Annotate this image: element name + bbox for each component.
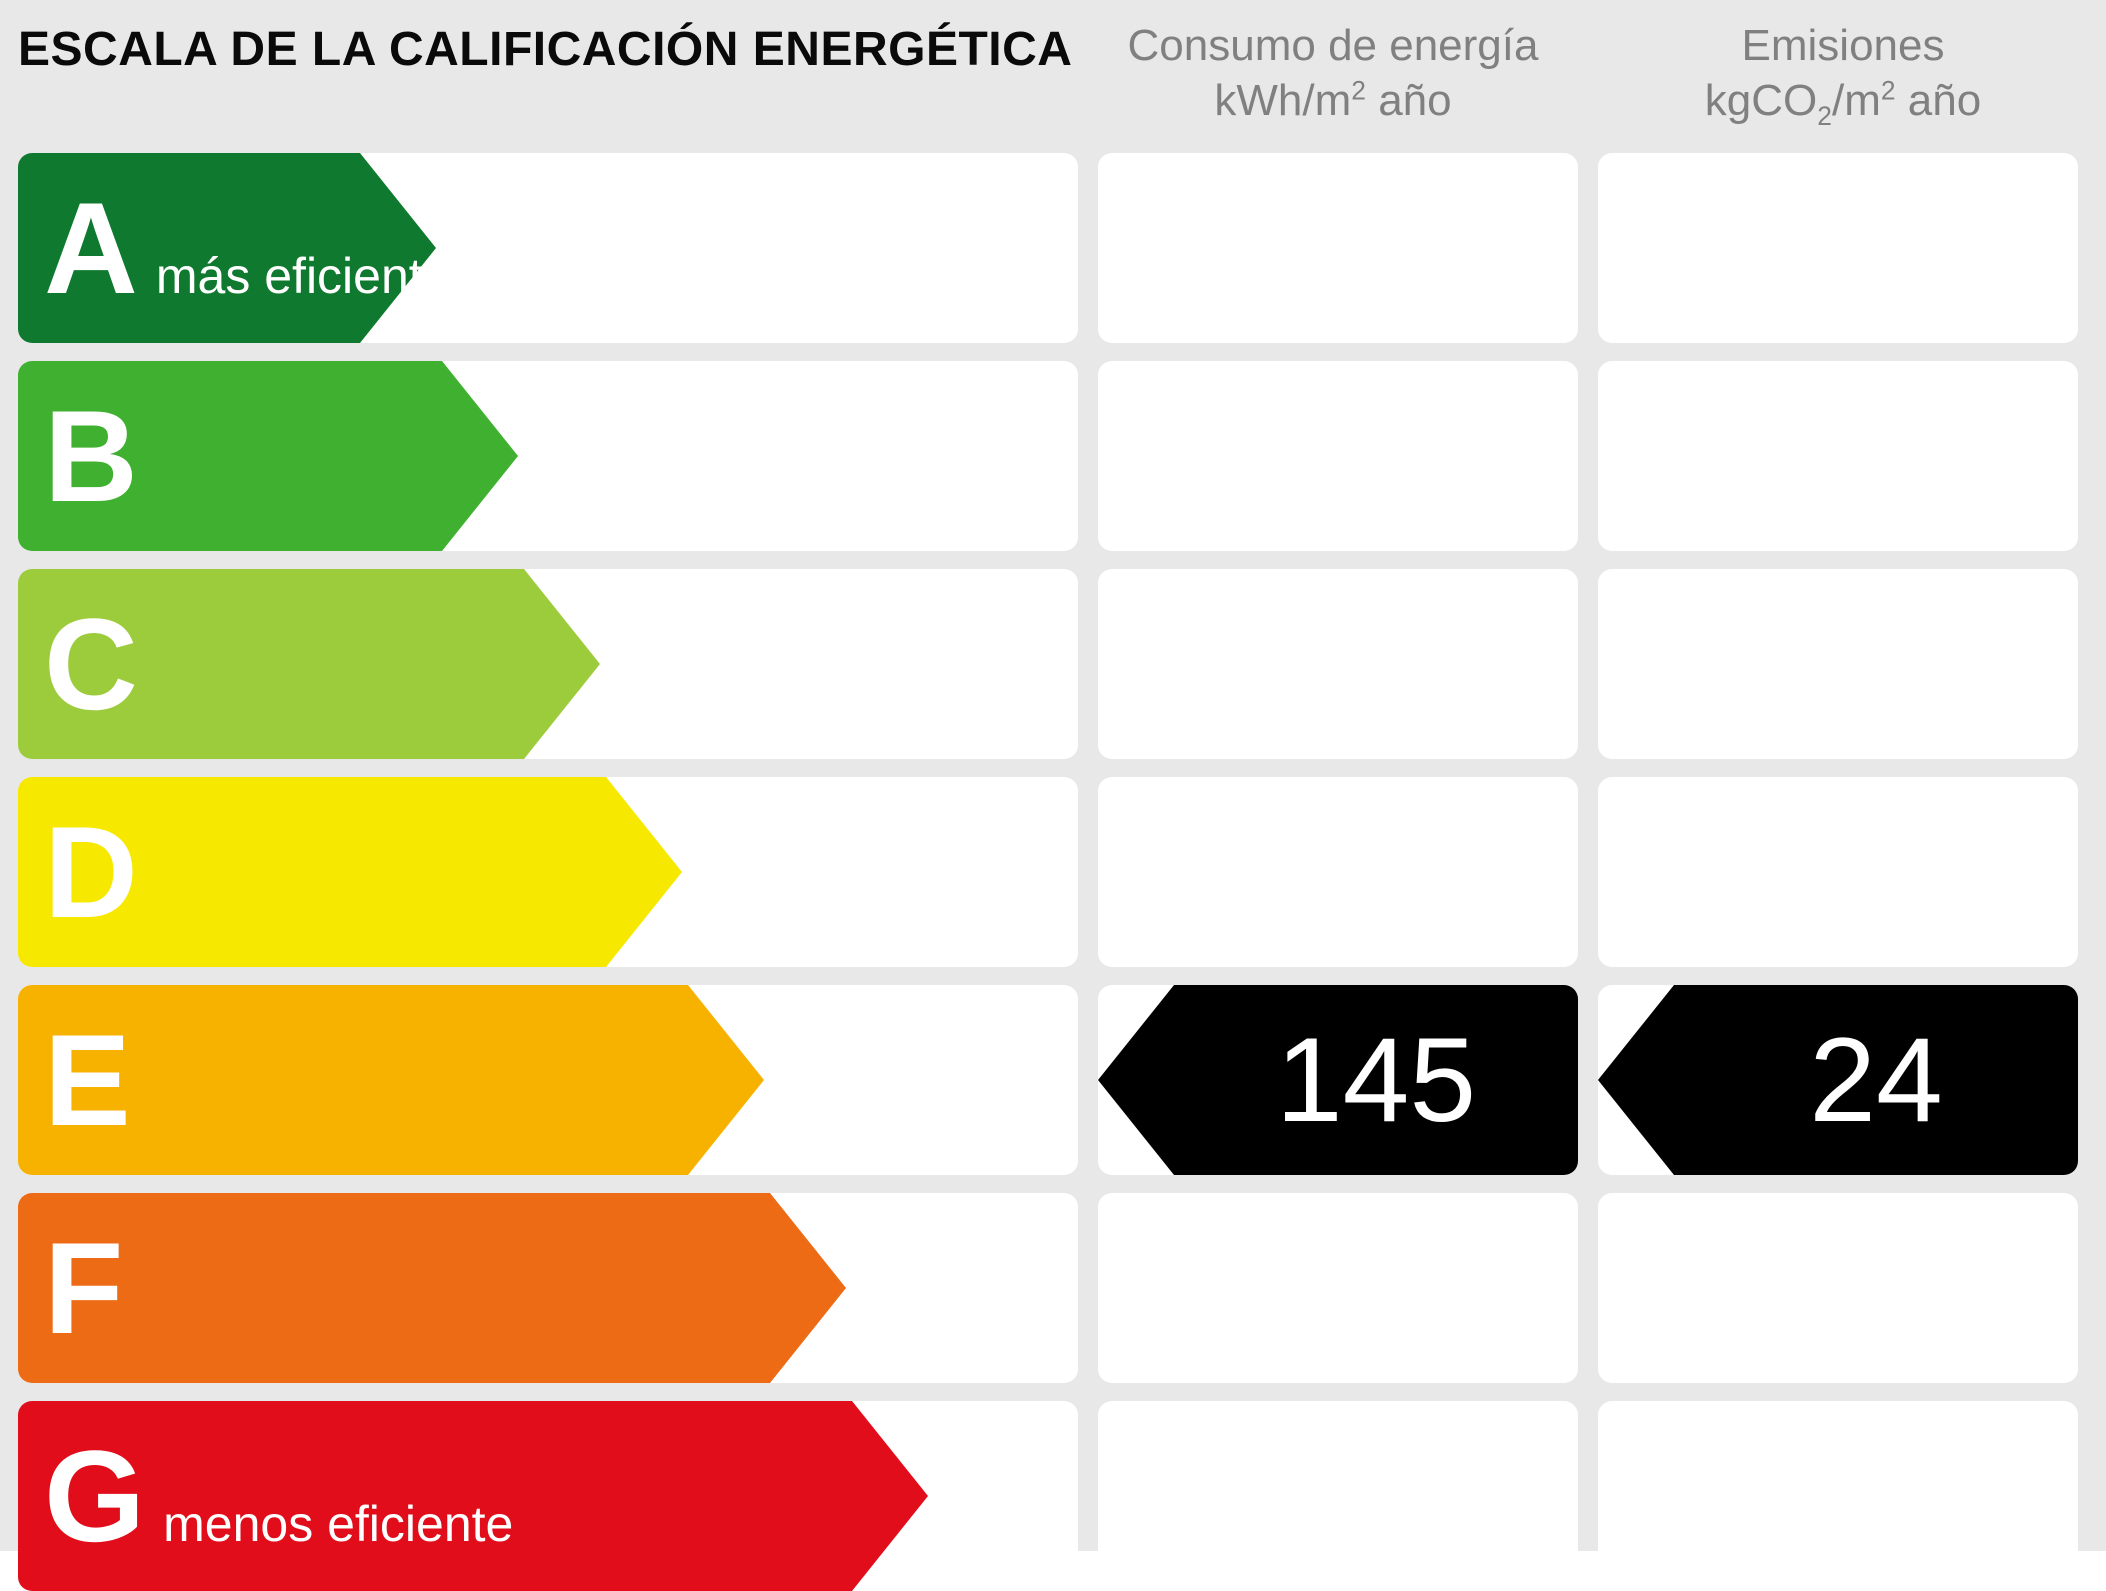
arrow-head-icon	[770, 1193, 846, 1383]
rating-row-g: Gmenos eficiente	[18, 1401, 2088, 1591]
rating-row-d: D	[18, 777, 2088, 967]
consumption-cell	[1098, 153, 1578, 343]
bar-cell: Amás eficiente	[18, 153, 1078, 343]
arrow-head-icon	[442, 361, 518, 551]
bar-label: B	[44, 391, 138, 521]
header-row: ESCALA DE LA CALIFICACIÓN ENERGÉTICA Con…	[18, 18, 2088, 133]
column-header-emissions: Emisiones kgCO2/m2 año	[1598, 18, 2088, 133]
emissions-cell	[1598, 361, 2078, 551]
bar-cell: C	[18, 569, 1078, 759]
rating-letter: G	[44, 1431, 145, 1561]
rating-row-c: C	[18, 569, 2088, 759]
rating-letter: A	[44, 183, 138, 313]
bar-label: Amás eficiente	[44, 183, 450, 313]
energy-rating-chart: ESCALA DE LA CALIFICACIÓN ENERGÉTICA Con…	[0, 0, 2106, 1551]
emissions-cell	[1598, 1193, 2078, 1383]
bar-cell: Gmenos eficiente	[18, 1401, 1078, 1591]
consumption-cell	[1098, 569, 1578, 759]
arrow-head-icon	[606, 777, 682, 967]
consumption-header-line2: kWh/m2 año	[1088, 73, 1578, 128]
rating-rows: Amás eficienteBCDE14524FGmenos eficiente	[18, 153, 2088, 1591]
rating-letter: F	[44, 1223, 123, 1353]
rating-sublabel: menos eficiente	[163, 1499, 513, 1549]
emissions-cell	[1598, 569, 2078, 759]
emissions-cell	[1598, 153, 2078, 343]
rating-row-e: E 145 24	[18, 985, 2088, 1175]
rating-letter: C	[44, 599, 138, 729]
rating-row-f: F	[18, 1193, 2088, 1383]
emissions-cell: 24	[1598, 985, 2078, 1175]
consumption-cell: 145	[1098, 985, 1578, 1175]
arrow-head-icon	[524, 569, 600, 759]
bar-label: F	[44, 1223, 123, 1353]
bar-cell: B	[18, 361, 1078, 551]
emissions-header-line2: kgCO2/m2 año	[1598, 73, 2088, 133]
consumption-value: 145	[1276, 1020, 1476, 1140]
arrow-head-icon	[852, 1401, 928, 1591]
emissions-cell	[1598, 777, 2078, 967]
arrow-head-icon	[688, 985, 764, 1175]
bar-label: D	[44, 807, 138, 937]
bar-label: Gmenos eficiente	[44, 1431, 513, 1561]
rating-sublabel: más eficiente	[156, 251, 451, 301]
consumption-cell	[1098, 777, 1578, 967]
emissions-header-line1: Emisiones	[1598, 18, 2088, 73]
emissions-value: 24	[1809, 1020, 1942, 1140]
rating-letter: D	[44, 807, 138, 937]
rating-row-b: B	[18, 361, 2088, 551]
consumption-cell	[1098, 1401, 1578, 1591]
bar-cell: E	[18, 985, 1078, 1175]
consumption-cell	[1098, 361, 1578, 551]
rating-letter: E	[44, 1015, 131, 1145]
consumption-cell	[1098, 1193, 1578, 1383]
bar-label: E	[44, 1015, 131, 1145]
emissions-cell	[1598, 1401, 2078, 1591]
bar-cell: D	[18, 777, 1078, 967]
pointer-head-icon	[1098, 985, 1174, 1175]
rating-letter: B	[44, 391, 138, 521]
pointer-head-icon	[1598, 985, 1674, 1175]
bar-label: C	[44, 599, 138, 729]
chart-title: ESCALA DE LA CALIFICACIÓN ENERGÉTICA	[18, 18, 1088, 77]
column-header-consumption: Consumo de energía kWh/m2 año	[1088, 18, 1578, 128]
bar-cell: F	[18, 1193, 1078, 1383]
rating-row-a: Amás eficiente	[18, 153, 2088, 343]
consumption-header-line1: Consumo de energía	[1088, 18, 1578, 73]
